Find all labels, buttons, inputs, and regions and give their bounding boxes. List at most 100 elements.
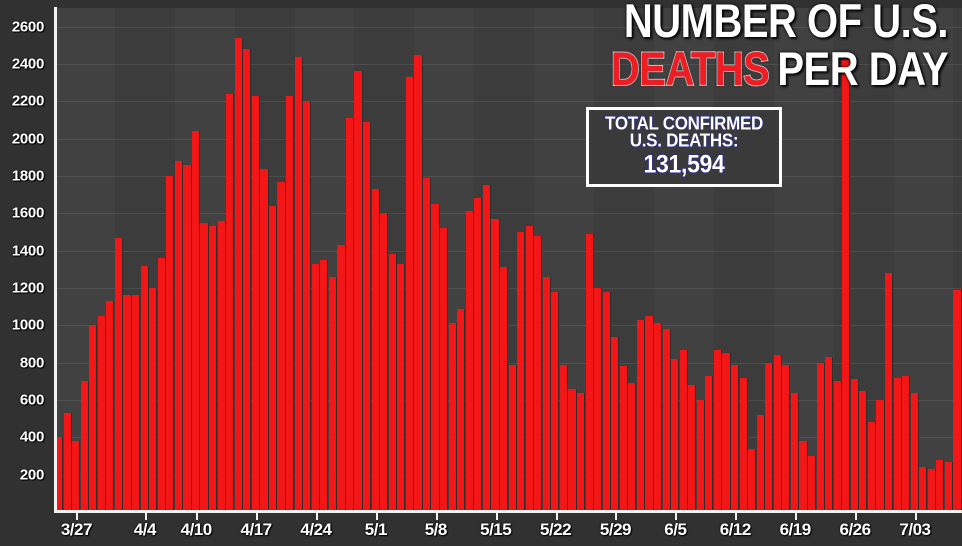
bar	[859, 390, 868, 512]
bar	[457, 308, 466, 512]
bar	[585, 233, 594, 512]
bar	[773, 355, 782, 512]
bar	[936, 459, 945, 512]
x-axis-tick-mark	[435, 513, 438, 520]
bar	[482, 185, 491, 512]
bar	[448, 323, 457, 512]
bar	[132, 295, 141, 512]
gridline	[55, 176, 962, 177]
y-axis-tick-label: 2400	[11, 55, 44, 73]
bar	[850, 379, 859, 512]
y-axis-tick-label: 2600	[11, 18, 44, 36]
bar	[679, 349, 688, 512]
bar	[696, 400, 705, 512]
total-label-line-1: TOTAL CONFIRMED	[605, 113, 764, 134]
bar	[713, 349, 722, 512]
y-axis-tick-label: 400	[19, 428, 44, 446]
bar	[953, 289, 962, 512]
bar	[782, 364, 791, 512]
bar	[893, 377, 902, 512]
bar	[474, 198, 483, 512]
bar	[807, 456, 817, 512]
gridline	[55, 64, 962, 65]
y-axis-tick-label: 1800	[11, 167, 44, 185]
bar	[371, 189, 380, 512]
bar	[55, 437, 64, 512]
bar	[816, 362, 825, 512]
bar	[294, 56, 303, 512]
bar	[517, 232, 526, 512]
x-axis-tick-mark	[144, 513, 147, 520]
bar	[944, 461, 954, 512]
y-axis-tick-label: 2200	[11, 92, 44, 110]
gridline	[55, 288, 962, 289]
bar	[123, 295, 132, 512]
bar	[525, 226, 534, 512]
bar	[337, 245, 346, 512]
bar	[414, 54, 423, 512]
x-axis-tick-mark	[375, 513, 378, 520]
gridline	[55, 26, 962, 28]
x-axis-tick-label: 4/4	[133, 520, 157, 539]
x-axis-tick-label: 6/19	[779, 520, 812, 539]
bar	[234, 37, 243, 512]
bar	[611, 336, 620, 512]
y-axis-tick-label: 600	[19, 391, 44, 409]
bar	[730, 364, 740, 512]
bar	[166, 176, 175, 512]
x-axis-tick-mark	[495, 513, 498, 520]
bar	[157, 258, 166, 512]
bar	[80, 381, 89, 512]
y-axis-tick-label: 1200	[11, 279, 44, 297]
bar	[919, 467, 928, 512]
bar	[97, 316, 106, 512]
gridline	[55, 213, 962, 215]
x-axis-tick-label: 6/26	[839, 520, 871, 539]
bar	[551, 291, 560, 512]
total-deaths-value: 131,594	[643, 149, 725, 178]
bar	[662, 329, 671, 512]
bar	[534, 235, 543, 512]
gridline	[55, 325, 962, 327]
x-axis-tick-mark	[735, 513, 738, 520]
bar	[440, 228, 449, 512]
bar	[636, 319, 645, 512]
bar	[431, 204, 440, 512]
x-axis-tick-label: 5/22	[540, 520, 572, 539]
bar	[72, 441, 81, 512]
bar	[542, 276, 551, 512]
y-axis-tick-label: 1600	[11, 204, 44, 222]
bar	[63, 413, 72, 512]
bar	[722, 353, 731, 512]
y-axis-tick-label: 1400	[11, 242, 44, 260]
x-axis-tick-mark	[196, 513, 199, 520]
bar	[910, 392, 919, 512]
bar	[380, 213, 389, 512]
bar	[106, 301, 115, 512]
bar	[217, 220, 226, 512]
bar	[149, 288, 158, 512]
bar	[653, 323, 663, 512]
bar	[748, 448, 757, 512]
bar	[251, 95, 260, 512]
bar	[268, 205, 278, 512]
bar	[739, 377, 748, 512]
bar	[602, 291, 611, 512]
bar	[790, 392, 800, 512]
bar	[260, 168, 269, 512]
bar	[200, 222, 209, 512]
bar	[671, 358, 680, 512]
bar	[491, 218, 500, 512]
gridline	[55, 138, 962, 140]
bar	[303, 101, 312, 512]
total-confirmed-box: TOTAL CONFIRMED U.S. DEATHS: 131,594	[586, 107, 782, 188]
bar	[594, 288, 603, 512]
bar	[354, 71, 363, 512]
bar	[628, 383, 637, 512]
x-axis-tick-label: 5/1	[364, 520, 388, 539]
bar	[833, 381, 842, 512]
bar	[277, 181, 286, 512]
bar	[114, 237, 124, 512]
x-axis-tick-mark	[76, 513, 79, 520]
x-axis-tick-mark	[914, 513, 917, 520]
